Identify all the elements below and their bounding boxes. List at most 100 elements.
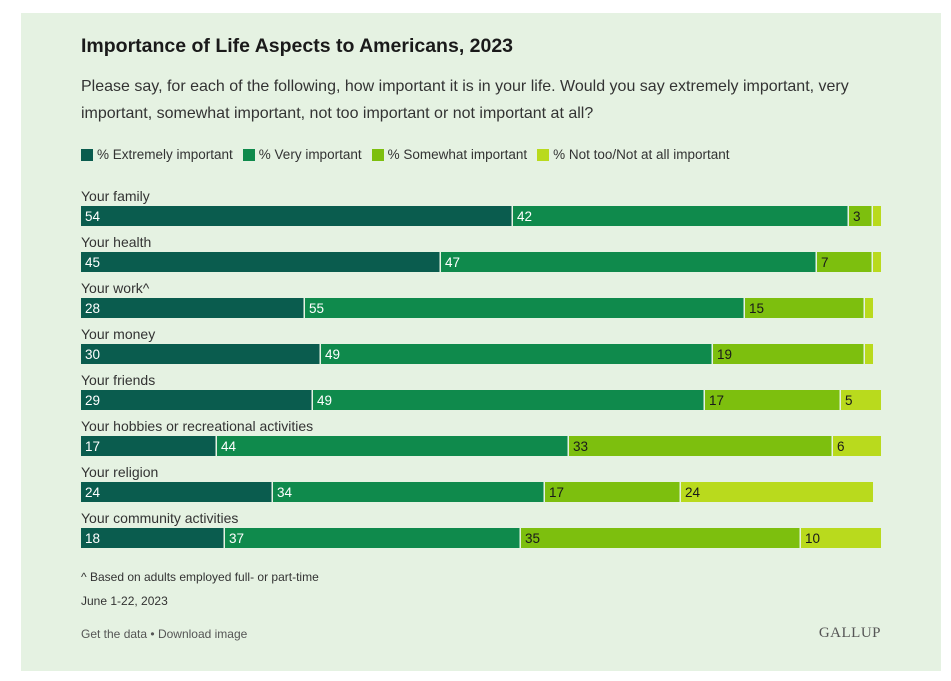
data-label: 49 <box>325 347 340 362</box>
legend-item-somewhat: % Somewhat important <box>371 147 528 162</box>
data-label: 34 <box>277 485 293 500</box>
chart-row: Your community activities 18 37 35 10 <box>81 510 881 548</box>
data-label: 29 <box>85 393 100 408</box>
bar-segment[interactable] <box>817 252 872 272</box>
bar-segment[interactable] <box>569 436 832 456</box>
chart-row: Your friends 29 49 17 5 <box>81 372 881 410</box>
data-label: 44 <box>221 439 237 454</box>
bar-segment[interactable] <box>833 436 881 456</box>
bar-segment[interactable] <box>705 390 840 410</box>
legend-swatch <box>81 148 93 161</box>
chart-row: Your work^ 28 55 15 <box>81 280 873 318</box>
legend-item-extremely: % Extremely important <box>81 147 233 162</box>
legend-swatch <box>371 148 384 161</box>
bar-segment[interactable] <box>81 252 440 272</box>
data-label: 15 <box>749 301 764 316</box>
data-label: 7 <box>821 255 829 270</box>
data-label: 5 <box>845 393 853 408</box>
category-label: Your work^ <box>81 280 150 296</box>
legend-label: % Somewhat important <box>387 147 528 162</box>
chart-card: Importance of Life Aspects to Americans,… <box>21 13 941 671</box>
bar-segment[interactable] <box>713 344 864 364</box>
data-label: 18 <box>85 531 100 546</box>
data-label: 28 <box>85 301 100 316</box>
bar-segment[interactable] <box>865 344 873 364</box>
footnote: ^ Based on adults employed full- or part… <box>81 570 319 584</box>
legend-swatch <box>537 148 550 161</box>
legend-item-not-important: % Not too/Not at all important <box>537 147 730 162</box>
link-separator: • <box>150 627 155 641</box>
chart-title: Importance of Life Aspects to Americans,… <box>81 35 514 57</box>
legend-label: % Not too/Not at all important <box>553 147 730 162</box>
get-data-link[interactable]: Get the data <box>81 627 148 641</box>
data-label: 17 <box>85 439 100 454</box>
data-label: 45 <box>85 255 100 270</box>
bar-segment[interactable] <box>81 206 512 226</box>
legend-swatch <box>242 148 255 161</box>
chart-row: Your religion 24 34 17 24 <box>81 464 873 502</box>
category-label: Your health <box>81 234 151 250</box>
bar-segment[interactable] <box>681 482 873 502</box>
data-label: 19 <box>717 347 732 362</box>
data-label: 33 <box>573 439 588 454</box>
data-label: 24 <box>685 485 701 500</box>
gallup-logo: GALLUP <box>818 625 881 641</box>
bar-segment[interactable] <box>81 390 312 410</box>
legend: % Extremely important % Very important %… <box>81 147 740 162</box>
bar-segment[interactable] <box>305 298 744 318</box>
bar-segment[interactable] <box>321 344 712 364</box>
bar-segment[interactable] <box>81 482 272 502</box>
data-label: 49 <box>317 393 332 408</box>
chart-row: Your health 45 47 7 <box>81 234 881 272</box>
bar-segment[interactable] <box>865 298 873 318</box>
bar-segment[interactable] <box>801 528 881 548</box>
bar-segment[interactable] <box>841 390 881 410</box>
bar-segment[interactable] <box>217 436 568 456</box>
data-label: 17 <box>709 393 724 408</box>
chart-area: Your family 54 42 3 Your health 45 47 7 Your wor… <box>81 185 881 560</box>
survey-date: June 1-22, 2023 <box>81 594 168 608</box>
data-label: 24 <box>85 485 101 500</box>
data-label: 47 <box>445 255 460 270</box>
legend-item-very: % Very important <box>242 147 362 162</box>
legend-label: % Very important <box>258 147 362 162</box>
bar-segment[interactable] <box>545 482 680 502</box>
chart-links: Get the data • Download image <box>81 627 247 641</box>
bar-segment[interactable] <box>441 252 816 272</box>
category-label: Your religion <box>81 464 158 480</box>
data-label: 10 <box>805 531 820 546</box>
bar-segment[interactable] <box>513 206 848 226</box>
category-label: Your hobbies or recreational activities <box>81 418 313 434</box>
bar-segment[interactable] <box>81 436 216 456</box>
bar-segment[interactable] <box>849 206 872 226</box>
data-label: 30 <box>85 347 100 362</box>
category-label: Your friends <box>81 372 155 388</box>
bar-segment[interactable] <box>745 298 864 318</box>
bar-segment[interactable] <box>225 528 520 548</box>
category-label: Your family <box>81 188 150 204</box>
data-label: 42 <box>517 209 532 224</box>
chart-row: Your money 30 49 19 <box>81 326 873 364</box>
chart-row: Your hobbies or recreational activities 1… <box>81 418 881 456</box>
chart-row: Your family 54 42 3 <box>81 188 881 226</box>
bar-segment[interactable] <box>81 344 320 364</box>
data-label: 37 <box>229 531 244 546</box>
bar-segment[interactable] <box>521 528 800 548</box>
legend-label: % Extremely important <box>97 147 233 162</box>
data-label: 3 <box>853 209 861 224</box>
bar-segment[interactable] <box>273 482 544 502</box>
chart-subtitle: Please say, for each of the following, h… <box>81 78 849 122</box>
data-label: 54 <box>85 209 101 224</box>
bar-segment[interactable] <box>81 298 304 318</box>
bar-segment[interactable] <box>873 252 881 272</box>
download-image-link[interactable]: Download image <box>157 627 248 641</box>
bar-segment[interactable] <box>81 528 224 548</box>
data-label: 35 <box>525 531 540 546</box>
data-label: 6 <box>837 439 845 454</box>
category-label: Your money <box>81 326 155 342</box>
data-label: 55 <box>309 301 324 316</box>
bar-segment[interactable] <box>873 206 881 226</box>
bar-segment[interactable] <box>313 390 704 410</box>
category-label: Your community activities <box>81 510 238 526</box>
data-label: 17 <box>549 485 564 500</box>
